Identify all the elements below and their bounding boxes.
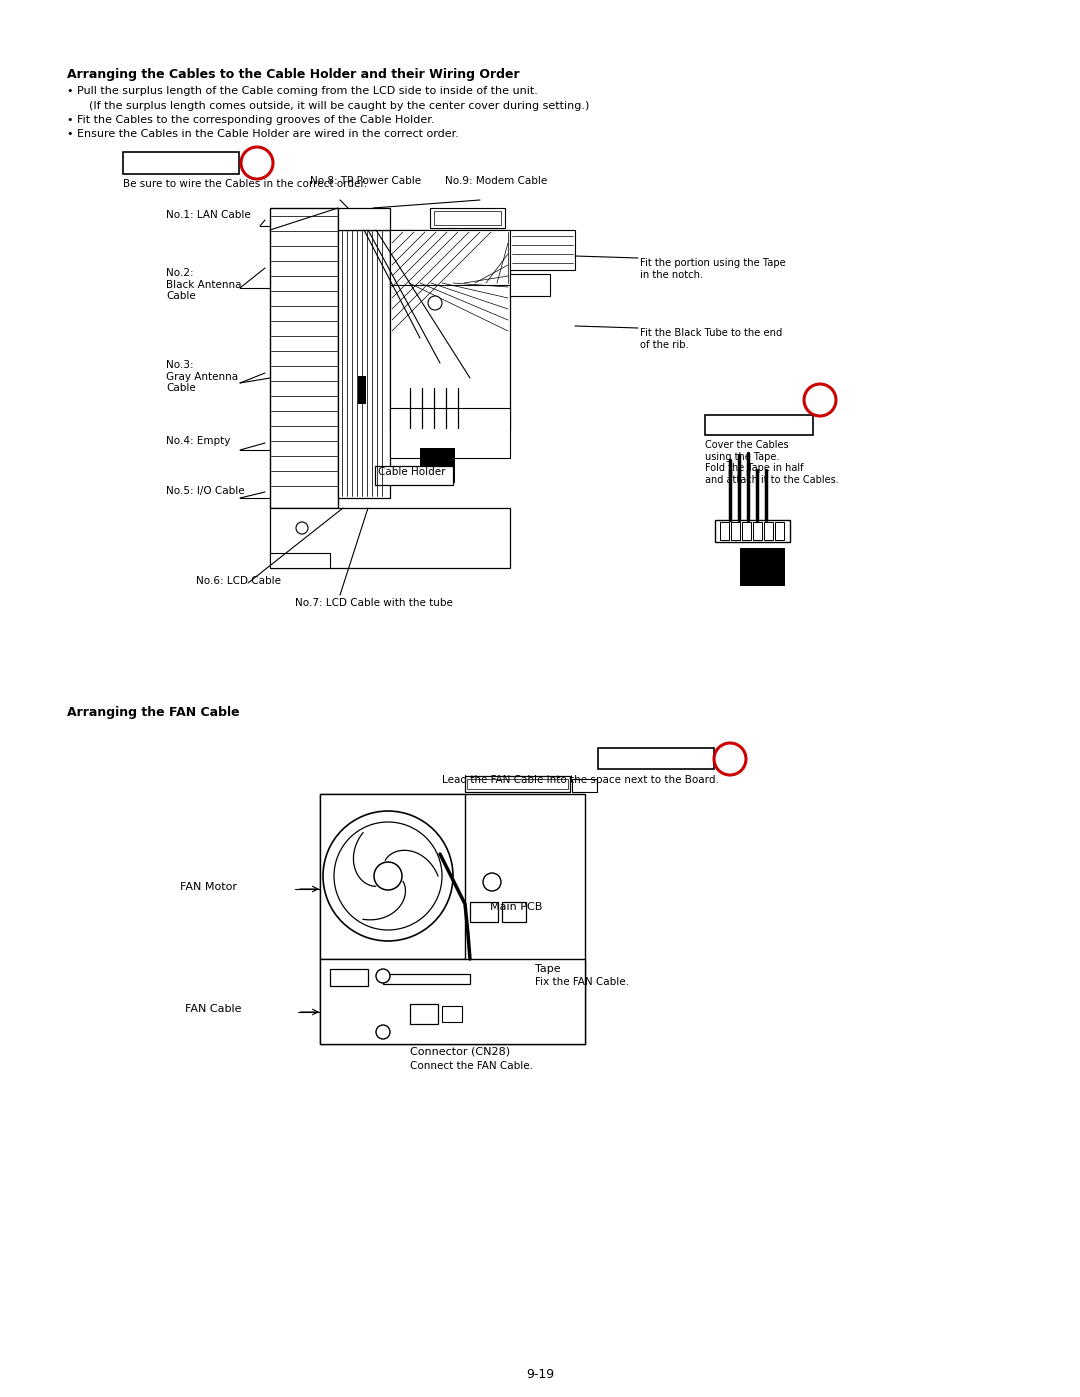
- Text: S2: S2: [721, 757, 739, 770]
- Text: Be sure to wire the Cables in the correct order.: Be sure to wire the Cables in the correc…: [123, 179, 367, 189]
- Bar: [320, 958, 585, 1044]
- Text: Cover the Cables
using the Tape.
Fold the Tape in half
and attach it to the Cabl: Cover the Cables using the Tape. Fold th…: [705, 440, 839, 485]
- Bar: [390, 231, 510, 430]
- Bar: [320, 793, 465, 958]
- Bar: [502, 902, 526, 922]
- Text: Fit the portion using the Tape
in the notch.: Fit the portion using the Tape in the no…: [640, 258, 786, 279]
- Bar: [705, 415, 813, 434]
- Text: No.9: Modem Cable: No.9: Modem Cable: [445, 176, 548, 186]
- Bar: [740, 548, 785, 585]
- Bar: [375, 467, 453, 485]
- Bar: [598, 747, 714, 768]
- Bar: [390, 231, 510, 285]
- Bar: [357, 376, 366, 404]
- Bar: [467, 780, 568, 789]
- Ellipse shape: [376, 1025, 390, 1039]
- Bar: [468, 963, 530, 1014]
- Text: Lead the FAN Cable into the space next to the Board.: Lead the FAN Cable into the space next t…: [442, 775, 719, 785]
- Bar: [430, 208, 505, 228]
- Ellipse shape: [804, 384, 836, 416]
- Bar: [720, 522, 729, 541]
- Bar: [320, 793, 585, 1044]
- Text: FAN Motor: FAN Motor: [180, 882, 237, 893]
- Bar: [383, 974, 470, 983]
- Text: No.3:
Gray Antenna
Cable: No.3: Gray Antenna Cable: [166, 360, 238, 393]
- Bar: [442, 1006, 462, 1023]
- Text: No.5: I/O Cable: No.5: I/O Cable: [166, 486, 245, 496]
- Text: Fix the FAN Cable.: Fix the FAN Cable.: [535, 977, 629, 988]
- Text: • Ensure the Cables in the Cable Holder are wired in the correct order.: • Ensure the Cables in the Cable Holder …: [67, 129, 459, 138]
- Text: Fit the Black Tube to the end
of the rib.: Fit the Black Tube to the end of the rib…: [640, 328, 782, 349]
- Text: (If the surplus length comes outside, it will be caught by the center cover duri: (If the surplus length comes outside, it…: [82, 101, 590, 110]
- Bar: [410, 1004, 438, 1024]
- Bar: [420, 448, 455, 483]
- Ellipse shape: [376, 970, 390, 983]
- Bar: [775, 522, 784, 541]
- Ellipse shape: [483, 873, 501, 891]
- Text: No.7: LCD Cable with the tube: No.7: LCD Cable with the tube: [295, 598, 453, 608]
- Text: Arranging the Cables to the Cable Holder and their Wiring Order: Arranging the Cables to the Cable Holder…: [67, 68, 519, 81]
- Text: No.4: Empty: No.4: Empty: [166, 436, 230, 446]
- Ellipse shape: [428, 296, 442, 310]
- Bar: [470, 902, 498, 922]
- Text: S2: S2: [248, 161, 266, 173]
- Text: Main PCB: Main PCB: [490, 902, 542, 912]
- Ellipse shape: [296, 522, 308, 534]
- Ellipse shape: [241, 147, 273, 179]
- Bar: [123, 152, 239, 175]
- Bar: [753, 522, 762, 541]
- Text: 9-19: 9-19: [526, 1368, 554, 1382]
- Ellipse shape: [374, 862, 402, 890]
- Text: Safety Working: Safety Working: [130, 155, 219, 168]
- Text: Safety Working: Safety Working: [605, 752, 694, 764]
- Bar: [270, 553, 330, 569]
- Bar: [510, 231, 575, 270]
- Bar: [270, 509, 510, 569]
- Text: Connector (CN28): Connector (CN28): [410, 1046, 510, 1056]
- Bar: [715, 520, 789, 542]
- Bar: [510, 274, 550, 296]
- Text: S2: S2: [811, 398, 828, 411]
- Text: Connect the FAN Cable.: Connect the FAN Cable.: [410, 1060, 534, 1071]
- Bar: [390, 408, 510, 458]
- Bar: [330, 970, 368, 986]
- Ellipse shape: [334, 821, 442, 930]
- Bar: [764, 522, 773, 541]
- Text: No.1: LAN Cable: No.1: LAN Cable: [166, 210, 251, 219]
- Text: Arranging the FAN Cable: Arranging the FAN Cable: [67, 705, 240, 719]
- Text: No.6: LCD Cable: No.6: LCD Cable: [195, 576, 281, 585]
- Text: Safety Working: Safety Working: [712, 418, 801, 432]
- Text: No.8: TP Power Cable: No.8: TP Power Cable: [310, 176, 421, 186]
- Text: Tape: Tape: [535, 964, 561, 974]
- Text: FAN Cable: FAN Cable: [185, 1004, 242, 1014]
- Bar: [338, 231, 390, 497]
- Text: • Fit the Cables to the corresponding grooves of the Cable Holder.: • Fit the Cables to the corresponding gr…: [67, 115, 434, 124]
- Text: No.2:
Black Antenna
Cable: No.2: Black Antenna Cable: [166, 268, 242, 302]
- Ellipse shape: [323, 812, 453, 942]
- Bar: [270, 208, 338, 509]
- Bar: [572, 780, 597, 792]
- Bar: [731, 522, 740, 541]
- Bar: [434, 211, 501, 225]
- Ellipse shape: [714, 743, 746, 775]
- Bar: [742, 522, 751, 541]
- Text: Cable Holder: Cable Holder: [378, 467, 446, 476]
- Bar: [338, 208, 390, 231]
- Bar: [465, 775, 570, 792]
- Text: • Pull the surplus length of the Cable coming from the LCD side to inside of the: • Pull the surplus length of the Cable c…: [67, 87, 538, 96]
